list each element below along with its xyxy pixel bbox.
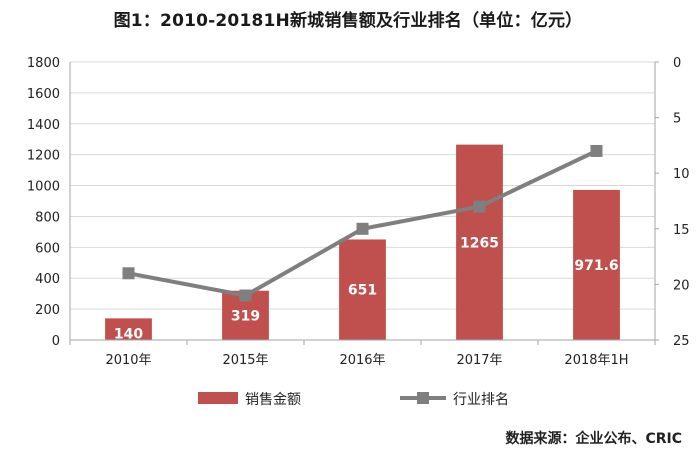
y-left-tick-label: 1400 [27,118,60,133]
y-left-tick-label: 1200 [27,149,60,164]
y-left-tick-label: 400 [35,272,60,287]
bar [456,144,503,340]
legend-swatch-bar [198,392,238,404]
bar-data-label: 971.6 [574,258,618,274]
y-right-tick-label: 10 [673,167,690,182]
bar [339,239,386,340]
y-left-tick-label: 800 [35,210,60,225]
y-left-tick-label: 0 [52,334,60,349]
x-tick-label: 2015年 [222,353,268,368]
y-left-tick-label: 1600 [27,87,60,102]
y-right-tick-label: 25 [673,334,690,349]
chart-title: 图1：2010-20181H新城销售额及行业排名（单位：亿元） [113,11,583,31]
rank-point [122,267,135,280]
y-right-tick-label: 0 [673,56,681,71]
bar-data-label: 1265 [460,235,499,251]
x-tick-label: 2017年 [456,353,502,368]
legend: 销售金额 行业排名 [198,392,509,408]
bar-data-label: 319 [231,308,260,324]
x-tick-label: 2010年 [105,353,151,368]
bar-data-label: 651 [348,283,377,299]
x-tick-label: 2018年1H [564,353,628,368]
bar [105,318,152,340]
axes: 0 200 400 600 800 1000 1200 1400 1600 1800 0 5 10 15 2… [27,56,690,368]
y-right-tick-label: 20 [673,278,690,293]
y-left-tick-label: 200 [35,303,60,318]
bar-series [105,144,620,340]
rank-point [356,222,369,235]
source-note: 数据来源：企业公布、CRIC [505,431,682,447]
y-left-tick-label: 600 [35,241,60,256]
y-right-tick-label: 5 [673,112,681,127]
bar-data-label: 140 [114,326,143,342]
rank-point [473,200,486,213]
y-right-tick-label: 15 [673,223,690,238]
y-left-tick-label: 1000 [27,180,60,195]
legend-label-sales: 销售金额 [245,392,301,408]
line-series [122,144,603,302]
rank-point [590,144,603,157]
data-labels: 140 319 651 1265 971.6 [114,235,619,342]
legend-label-rank: 行业排名 [453,392,509,408]
rank-point [239,289,252,302]
y-left-tick-label: 1800 [27,56,60,71]
x-tick-label: 2016年 [339,353,385,368]
bar [573,189,620,340]
legend-swatch-marker [417,392,429,404]
